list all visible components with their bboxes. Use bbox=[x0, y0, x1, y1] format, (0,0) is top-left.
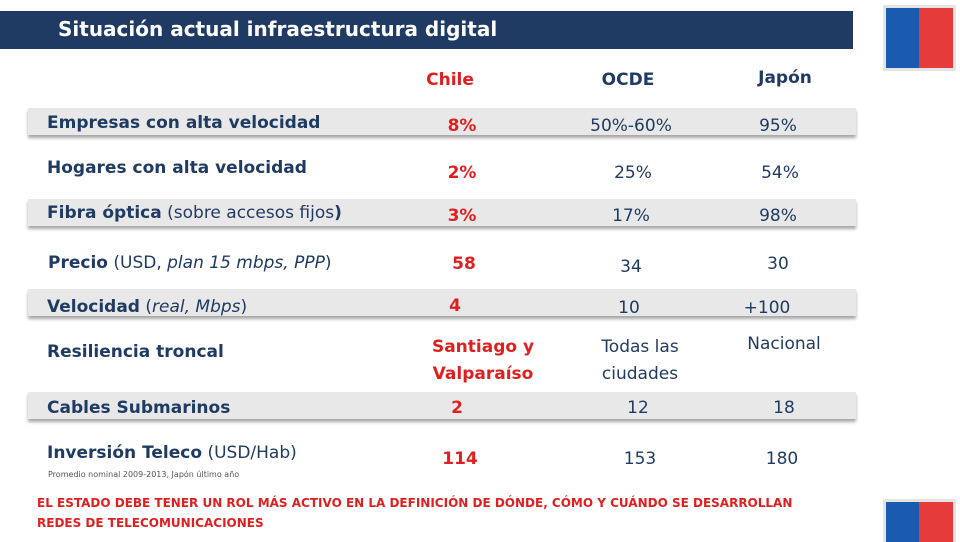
chile-value: 8% bbox=[447, 116, 477, 136]
ocde-value: 34 bbox=[620, 257, 642, 277]
row-label-precio: Precio (USD, plan 15 mbps, PPP) bbox=[48, 253, 332, 273]
row-label-cables: Cables Submarinos bbox=[47, 398, 231, 418]
title-bar bbox=[0, 11, 853, 49]
row-label-fibra: Fibra óptica (sobre accesos fijos) bbox=[47, 203, 342, 223]
chile-value: 114 bbox=[442, 449, 478, 469]
ocde-value: 12 bbox=[627, 398, 649, 418]
slide-title: Situación actual infraestructura digital bbox=[58, 17, 498, 41]
chile-flag-icon-bottom bbox=[886, 502, 953, 542]
header-ocde: OCDE bbox=[601, 70, 655, 90]
chile-value: 3% bbox=[447, 206, 477, 226]
header-japon: Japón bbox=[758, 68, 812, 88]
ocde-value: 50%-60% bbox=[590, 116, 672, 136]
row-label-inversion: Inversión Teleco (USD/Hab) bbox=[47, 443, 297, 463]
japon-value: +100 bbox=[743, 298, 791, 318]
chile-value: 4 bbox=[449, 296, 461, 316]
row-band bbox=[28, 199, 856, 226]
row-label-hogares: Hogares con alta velocidad bbox=[47, 158, 307, 178]
header-chile: Chile bbox=[426, 70, 474, 90]
row-label-empresas: Empresas con alta velocidad bbox=[47, 113, 321, 133]
japon-value: 18 bbox=[773, 398, 795, 418]
japon-value: Nacional bbox=[747, 334, 821, 354]
row-band bbox=[28, 108, 856, 135]
ocde-value: 25% bbox=[614, 163, 652, 183]
chile-flag-icon bbox=[886, 8, 953, 68]
chile-value: Santiago y Valparaíso bbox=[431, 337, 535, 384]
row-label-velocidad: Velocidad (real, Mbps) bbox=[47, 297, 248, 317]
ocde-value: 17% bbox=[612, 206, 650, 226]
japon-value: 95% bbox=[759, 116, 797, 136]
japon-value: 180 bbox=[765, 449, 799, 469]
inversion-note: Promedio nominal 2009-2013, Japón último… bbox=[48, 470, 240, 479]
ocde-value: 153 bbox=[623, 449, 657, 469]
japon-value: 54% bbox=[761, 163, 799, 183]
ocde-value: 10 bbox=[618, 298, 640, 318]
row-band bbox=[28, 289, 856, 316]
ocde-value: Todas las ciudades bbox=[601, 337, 679, 384]
row-label-resiliencia: Resiliencia troncal bbox=[47, 342, 224, 362]
chile-value: 2% bbox=[447, 163, 477, 183]
japon-value: 30 bbox=[767, 254, 789, 274]
chile-value: 58 bbox=[452, 254, 476, 274]
footer-statement: EL ESTADO DEBE TENER UN ROL MÁS ACTIVO E… bbox=[37, 496, 793, 530]
chile-value: 2 bbox=[451, 398, 463, 418]
row-band bbox=[28, 392, 856, 419]
japon-value: 98% bbox=[759, 206, 797, 226]
